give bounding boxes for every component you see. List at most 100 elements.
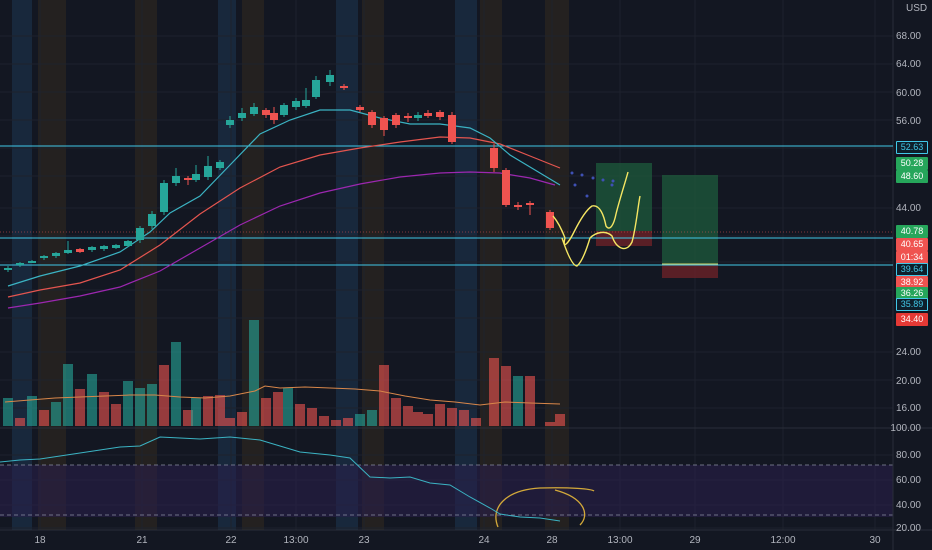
volume-bar: [27, 396, 37, 426]
candle: [64, 241, 72, 254]
price-tag: 39.64: [896, 263, 928, 276]
time-axis-label: 13:00: [283, 535, 309, 546]
freehand-drawing[interactable]: [552, 171, 641, 267]
price-axis-label: 64.00: [896, 59, 921, 70]
volume-bar: [39, 410, 49, 426]
candle: [424, 110, 432, 118]
ma-slow-line: [7, 171, 556, 309]
volume-bar: [283, 388, 293, 426]
volume-bar: [319, 416, 329, 426]
price-axis-label: 60.00: [896, 88, 921, 99]
volume-bar: [545, 422, 555, 426]
volume-bar: [513, 376, 523, 426]
volume-bar: [391, 398, 401, 426]
volume-ma-line: [4, 385, 561, 406]
candle: [226, 116, 234, 128]
long-position-tool-2[interactable]: [662, 175, 718, 278]
price-axis-label: 68.00: [896, 31, 921, 42]
candle: [514, 202, 522, 210]
price-axis-label: 100.00: [890, 423, 921, 434]
candle: [4, 266, 12, 272]
price-tag: 34.40: [896, 313, 928, 326]
volume-bar: [307, 408, 317, 426]
candle: [302, 88, 310, 108]
volume-bar: [413, 412, 423, 426]
time-axis-label: 18: [34, 535, 46, 546]
volume-bars: [3, 320, 565, 426]
candle: [326, 70, 334, 86]
volume-bar: [379, 365, 389, 426]
volume-bar: [191, 398, 201, 426]
candle: [404, 113, 412, 122]
time-axis-label: 23: [358, 535, 370, 546]
time-axis-label: 28: [546, 535, 558, 546]
volume-bar: [471, 418, 481, 426]
candle: [436, 110, 444, 120]
candle: [192, 165, 200, 182]
time-axis-label: 21: [136, 535, 148, 546]
candle: [262, 108, 270, 118]
volume-bar: [111, 404, 121, 426]
price-tag: 40.78: [896, 225, 928, 238]
candle: [414, 112, 422, 121]
candle: [100, 245, 108, 251]
candle: [392, 113, 400, 128]
price-tag: 52.63: [896, 141, 928, 154]
time-axis-label: 24: [478, 535, 490, 546]
long-stop-zone-2: [662, 264, 718, 278]
price-tag: 35.89: [896, 298, 928, 311]
volume-bar: [3, 398, 13, 426]
candle: [340, 84, 348, 90]
candle: [88, 246, 96, 252]
volume-bar: [489, 358, 499, 426]
volume-bar: [135, 388, 145, 426]
volume-bar: [459, 410, 469, 426]
volume-bar: [447, 408, 457, 426]
rsi-zone: [0, 465, 893, 517]
price-tag: 40.65: [896, 238, 928, 251]
volume-bar: [123, 381, 133, 426]
volume-bar: [355, 414, 365, 426]
long-target-zone-2: [662, 175, 718, 264]
time-axis-label: 22: [225, 535, 237, 546]
volume-bar: [87, 374, 97, 426]
time-axis-label: 13:00: [607, 535, 633, 546]
settings-icon[interactable]: [903, 5, 921, 17]
volume-bar: [225, 418, 235, 426]
volume-bar: [15, 418, 25, 426]
rsi-line: [0, 436, 561, 522]
time-axis-label: 29: [689, 535, 701, 546]
ma-mid-line: [7, 136, 561, 298]
session-bands: [12, 0, 569, 530]
candle: [280, 103, 288, 117]
volume-bar: [63, 364, 73, 426]
candle: [172, 168, 180, 186]
volume-bar: [343, 418, 353, 426]
candle: [312, 76, 320, 99]
candle: [380, 116, 388, 136]
candle: [490, 144, 498, 172]
volume-bar: [99, 392, 109, 426]
candle: [52, 252, 60, 258]
candle: [16, 262, 24, 267]
candle: [356, 105, 364, 112]
candle: [250, 103, 258, 116]
price-axis-label: 44.00: [896, 203, 921, 214]
candle: [28, 260, 36, 263]
candle: [148, 211, 156, 229]
volume-bar: [237, 412, 247, 426]
price-axis-label: 16.00: [896, 403, 921, 414]
volume-bar: [403, 406, 413, 426]
candle: [204, 156, 212, 180]
price-axis-label: 56.00: [896, 116, 921, 127]
candle: [136, 226, 144, 243]
price-axis-label: 20.00: [896, 523, 921, 534]
volume-bar: [525, 376, 535, 426]
long-position-tool[interactable]: [596, 163, 652, 246]
volume-bar: [331, 420, 341, 426]
volume-bar: [183, 410, 193, 426]
currency-label[interactable]: USD: [906, 3, 928, 14]
volume-bar: [555, 414, 565, 426]
candle: [546, 210, 554, 230]
